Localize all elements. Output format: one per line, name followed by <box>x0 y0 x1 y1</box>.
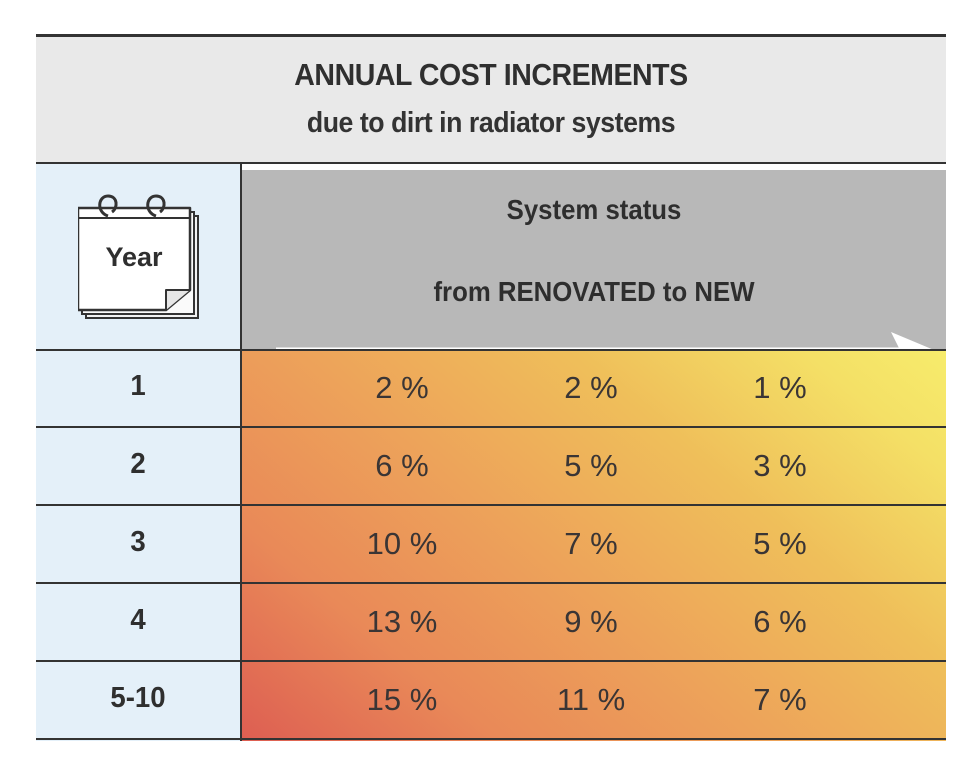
year-cell: 1 <box>130 370 146 402</box>
row-divider <box>36 738 946 740</box>
status-header: System status from RENOVATED to NEW <box>242 170 946 368</box>
value-cell: 6 % <box>753 604 807 639</box>
row-divider <box>36 504 946 506</box>
value-cell: 3 % <box>753 448 807 483</box>
column-divider <box>240 164 242 741</box>
status-header-label: System status <box>506 194 682 225</box>
value-cell: 5 % <box>753 526 807 561</box>
year-header: Year <box>105 242 163 272</box>
value-cell: 11 % <box>556 682 626 717</box>
row-divider <box>36 660 946 662</box>
year-cell: 2 <box>130 448 146 480</box>
data-area <box>242 350 946 741</box>
cost-table: ANNUAL COST INCREMENTS due to dirt in ra… <box>36 34 946 741</box>
value-cell: 2 % <box>375 370 429 405</box>
row-divider <box>36 426 946 428</box>
row-divider <box>36 349 946 351</box>
value-cell: 6 % <box>375 448 429 483</box>
year-cell: 3 <box>130 526 146 558</box>
row-divider <box>36 582 946 584</box>
year-cell: 5-10 <box>110 682 166 714</box>
value-cell: 13 % <box>366 604 438 639</box>
table-title: ANNUAL COST INCREMENTS <box>294 57 688 92</box>
calendar-icon: Year <box>78 194 199 319</box>
value-cell: 10 % <box>366 526 438 561</box>
value-cell: 2 % <box>564 370 618 405</box>
value-cell: 7 % <box>753 682 807 717</box>
table-subtitle: due to dirt in radiator systems <box>306 107 676 139</box>
status-direction-label: from RENOVATED to NEW <box>433 276 755 307</box>
title-band: ANNUAL COST INCREMENTS due to dirt in ra… <box>36 34 946 164</box>
value-cell: 15 % <box>366 682 438 717</box>
year-cell: 4 <box>130 604 146 636</box>
value-cell: 7 % <box>564 526 618 561</box>
value-cell: 5 % <box>564 448 618 483</box>
value-cell: 1 % <box>753 370 807 405</box>
value-cell: 9 % <box>564 604 618 639</box>
